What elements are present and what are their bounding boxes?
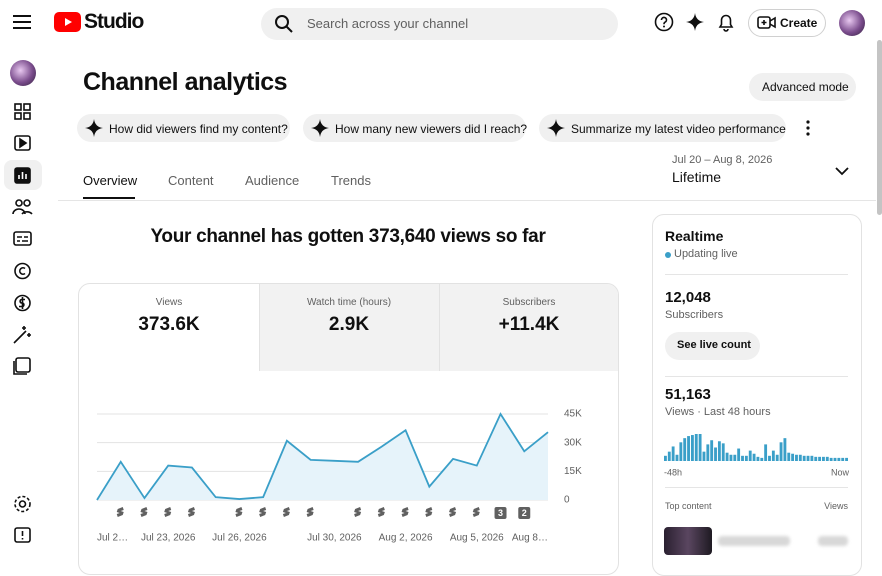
views-column-label: Views [824, 501, 848, 511]
sidebar-icons[interactable] [0, 95, 46, 555]
divider [665, 376, 848, 377]
divider [58, 200, 876, 201]
search-placeholder[interactable]: Search across your channel [307, 16, 469, 31]
metric-divider [439, 284, 440, 371]
chip-label[interactable]: How did viewers find my content? [109, 122, 288, 136]
realtime-title: Realtime [665, 228, 724, 244]
tab[interactable]: Audience [245, 173, 300, 188]
live-count-label[interactable]: See live count [677, 339, 751, 351]
scrollbar[interactable] [877, 40, 882, 215]
help-icon[interactable] [654, 12, 674, 32]
divider [665, 487, 848, 488]
tab[interactable]: Content [168, 173, 214, 188]
tab[interactable]: Overview [83, 173, 138, 188]
chip-label[interactable]: Summarize my latest video performance [571, 122, 786, 136]
views-label: Views · Last 48 hours [665, 406, 771, 418]
tab-underline [83, 197, 135, 199]
metric-value[interactable]: 2.9K [328, 314, 370, 335]
bell-icon[interactable] [716, 12, 736, 32]
metric-label[interactable]: Views [155, 297, 183, 308]
chip[interactable] [303, 114, 526, 142]
create-label[interactable]: Create [780, 16, 818, 30]
search-box[interactable] [261, 8, 618, 40]
logo-text[interactable]: Studio [84, 10, 144, 33]
chevron-icon[interactable] [834, 164, 850, 178]
tab[interactable]: Trends [331, 173, 371, 188]
chip[interactable] [539, 114, 786, 142]
metric-value[interactable]: 373.6K [138, 314, 200, 335]
thumbnail[interactable] [664, 527, 712, 555]
page: Studio Search across your channel Create… [0, 8, 882, 576]
period[interactable]: Lifetime [672, 169, 722, 185]
subscriber-label: Subscribers [665, 309, 724, 321]
live-count-button[interactable] [665, 332, 760, 360]
subscriber-count: 12,048 [665, 289, 711, 306]
create-button[interactable] [748, 9, 826, 37]
chip-icons [85, 119, 810, 137]
blurred-views [818, 536, 848, 546]
page-title: Channel analytics [83, 68, 288, 96]
advanced-mode-button[interactable] [749, 73, 856, 101]
advanced-mode-label[interactable]: Advanced mode [762, 80, 849, 94]
views-count: 51,163 [665, 386, 711, 403]
top-content-label: Top content [665, 501, 712, 511]
realtime-status: Updating live [674, 248, 738, 260]
menu-icon[interactable] [13, 14, 33, 30]
divider [665, 274, 848, 275]
date-range[interactable]: Jul 20 – Aug 8, 2026 [672, 154, 773, 166]
metrics-card: Views 373.6K Watch time (hours) 2.9K Sub… [78, 283, 619, 575]
chip-label[interactable]: How many new viewers did I reach? [335, 122, 528, 136]
search-icon[interactable] [274, 14, 294, 34]
live-dot [665, 252, 671, 258]
avatar[interactable] [839, 10, 865, 36]
metric-label[interactable]: Subscribers [502, 297, 556, 308]
logo-icon[interactable] [54, 12, 82, 32]
sparkle-icon[interactable] [685, 12, 705, 32]
create-icon[interactable] [757, 15, 777, 31]
metric-value[interactable]: +11.4K [498, 314, 560, 335]
metric-label[interactable]: Watch time (hours) [306, 297, 392, 308]
chip[interactable] [77, 114, 290, 142]
metric-tab-bg [259, 284, 618, 371]
blurred-title[interactable] [718, 536, 790, 546]
channel-avatar[interactable] [10, 60, 36, 86]
headline: Your channel has gotten 373,640 views so… [150, 226, 546, 247]
